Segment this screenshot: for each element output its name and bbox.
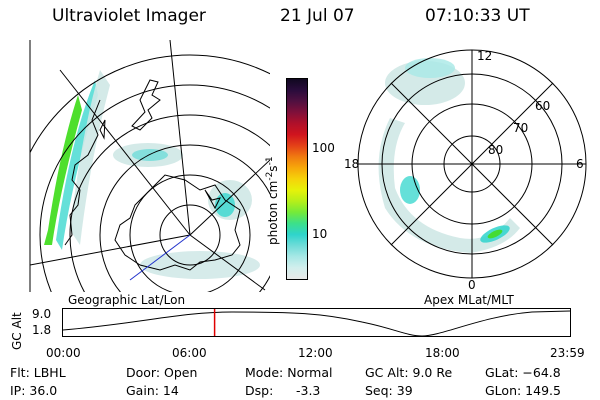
header-time: 07:10:33 UT (425, 6, 530, 26)
info-mode: Mode: Normal (245, 365, 333, 380)
mlat-label-70: 70 (513, 121, 528, 135)
left-panel-caption: Geographic Lat/Lon (68, 293, 186, 307)
info-dsp-label: Dsp: (245, 383, 274, 398)
latitude-grid (30, 54, 270, 292)
colorbar-tick-100: 100 (312, 141, 335, 155)
longitude-grid (30, 40, 270, 291)
xtick-1800: 18:00 (425, 346, 460, 360)
colorbar-label: photon cm-2s-1 (265, 156, 280, 245)
info-gcalt: GC Alt: 9.0 Re (365, 365, 453, 380)
colorbar-label-exp1: -2 (265, 171, 275, 181)
geographic-image-panel (29, 40, 270, 292)
xtick-0600: 06:00 (172, 346, 207, 360)
alt-ytick-low: 1.8 (32, 323, 52, 337)
xtick-1200: 12:00 (298, 346, 333, 360)
info-gain: Gain: 14 (126, 383, 179, 398)
info-door: Door: Open (126, 365, 198, 380)
info-glon: GLon: 149.5 (485, 383, 561, 398)
xtick-2359: 23:59 (550, 346, 585, 360)
mlat-label-80: 80 (488, 143, 503, 157)
mlt-label-18: 18 (344, 157, 359, 171)
altitude-curve (62, 310, 571, 337)
mlt-label-6: 6 (576, 157, 584, 171)
info-flt: Flt: LBHL (10, 365, 66, 380)
right-panel-caption: Apex MLat/MLT (424, 293, 514, 307)
coastlines (64, 79, 241, 271)
altitude-plot (62, 308, 571, 337)
mlt-label-12: 12 (477, 49, 492, 63)
aurora-emission (44, 70, 260, 279)
info-ip: IP: 36.0 (10, 383, 58, 398)
mlt-grid (358, 50, 586, 278)
colorbar-label-text: photon cm (266, 180, 280, 245)
app-title: Ultraviolet Imager (52, 6, 206, 26)
info-glat: GLat: −64.8 (485, 365, 561, 380)
colorbar-label-exp2: -1 (265, 156, 275, 166)
info-dsp-value: -3.3 (296, 383, 321, 398)
satellite-vector (129, 234, 191, 281)
header-date: 21 Jul 07 (280, 6, 355, 26)
mlat-label-60: 60 (535, 99, 550, 113)
colorbar-label-mid: s (266, 165, 280, 172)
colorbar-tick-10: 10 (312, 227, 328, 241)
mlt-label-0: 0 (468, 278, 476, 292)
colorbar-gradient (287, 79, 307, 279)
info-seq: Seq: 39 (365, 383, 413, 398)
alt-ytick-high: 9.0 (32, 307, 52, 321)
xtick-0000: 00:00 (46, 346, 81, 360)
alt-ylabel: GC Alt (10, 312, 24, 350)
colorbar (286, 78, 308, 280)
magnetic-image-panel: 12 18 6 0 60 70 80 (344, 49, 587, 292)
